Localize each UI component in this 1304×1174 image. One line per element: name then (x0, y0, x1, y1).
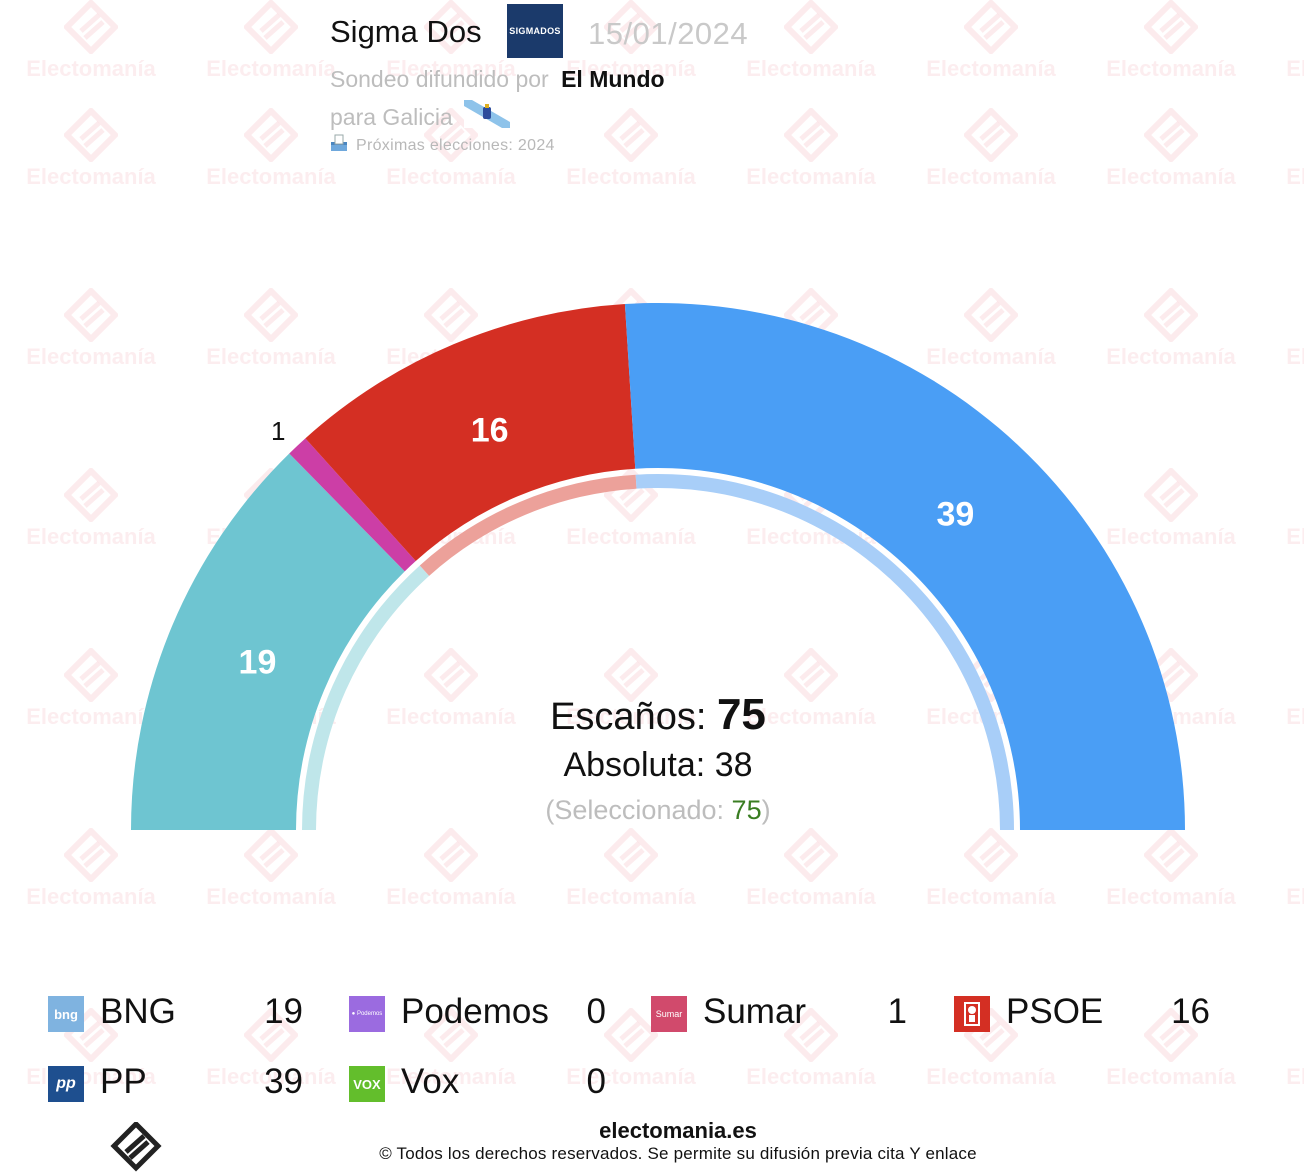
footer-copyright: © Todos los derechos reservados. Se perm… (379, 1144, 977, 1163)
seat-label-sumar: 1 (271, 416, 285, 446)
pp-logo-icon: pp (48, 1066, 84, 1102)
next-elections: Próximas elecciones: 2024 (330, 134, 555, 155)
legend-value: 19 (264, 992, 303, 1031)
seat-label-psoe: 16 (471, 411, 509, 449)
legend-name: Vox (401, 1062, 460, 1101)
legend-name: PP (100, 1062, 147, 1101)
inner-ring-segment (419, 474, 637, 576)
legend-name: BNG (100, 992, 176, 1031)
inner-ring-segment (302, 565, 430, 830)
psoe-logo-icon (954, 996, 990, 1032)
seat-summary: Escaños: 75 Absoluta: 38 (Seleccionado: … (408, 690, 908, 832)
rose-fist-icon (964, 1002, 980, 1026)
pollster-name: Sigma Dos (330, 14, 482, 49)
seat-label-pp: 39 (937, 495, 975, 533)
legend-value: 0 (586, 1062, 606, 1101)
seat-sector-pp[interactable] (624, 303, 1185, 830)
bng-logo-icon: bng (48, 996, 84, 1032)
seat-sector-sumar[interactable] (289, 438, 416, 572)
electomania-logo-icon (110, 1122, 162, 1172)
selected-seats: (Seleccionado: 75) (408, 788, 908, 832)
absolute-majority-value: 38 (714, 746, 753, 784)
sumar-logo-icon: Sumar (651, 996, 687, 1032)
selected-seats-value: 75 (731, 795, 762, 825)
galicia-flag-icon (464, 100, 510, 128)
pollster-logo: SIGMADOS (507, 4, 563, 58)
podemos-logo-icon: ● Podemos (349, 996, 385, 1032)
legend-value: 39 (264, 1062, 303, 1101)
absolute-majority: Absoluta: 38 (408, 742, 908, 788)
published-by: Sondeo difundido por El Mundo (330, 66, 665, 93)
selected-seats-close: ) (761, 795, 771, 825)
next-elections-text: Próximas elecciones: 2024 (356, 137, 555, 154)
seat-sector-psoe[interactable] (305, 304, 636, 561)
total-seats-value: 75 (716, 690, 766, 739)
legend-name: PSOE (1006, 992, 1104, 1031)
vox-logo-icon: VOX (349, 1066, 385, 1102)
region-label: para Galicia (330, 104, 453, 130)
ballot-box-icon (331, 134, 347, 151)
published-by-label: Sondeo difundido por (330, 66, 549, 92)
poll-date: 15/01/2024 (588, 16, 749, 51)
selected-seats-label: (Seleccionado: (545, 795, 725, 825)
legend-value: 0 (586, 992, 606, 1031)
media-name: El Mundo (561, 66, 665, 92)
total-seats: Escaños: 75 (408, 690, 908, 742)
total-seats-label: Escaños: (550, 696, 707, 738)
legend-name: Podemos (401, 992, 549, 1031)
legend-value: 16 (1171, 992, 1210, 1031)
seat-sector-bng[interactable] (131, 453, 405, 830)
footer-site: electomania.es (599, 1118, 757, 1143)
legend-name: Sumar (703, 992, 807, 1031)
seat-label-bng: 19 (239, 644, 277, 682)
legend-value: 1 (887, 992, 907, 1031)
absolute-majority-label: Absoluta: (563, 746, 706, 784)
